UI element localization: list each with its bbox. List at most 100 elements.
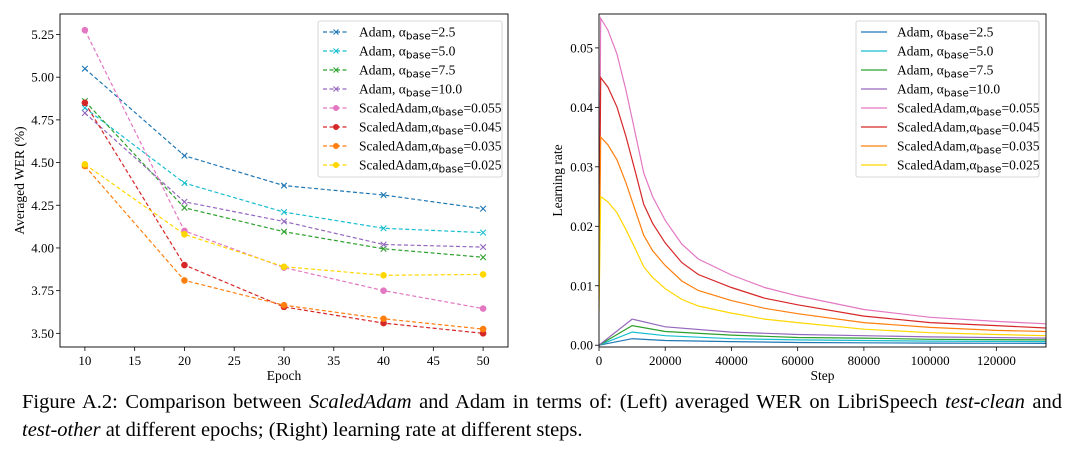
legend-item: Adam, αbase=2.5 bbox=[861, 25, 994, 43]
data-point bbox=[280, 182, 288, 189]
data-point bbox=[280, 263, 288, 271]
y-tick-label: 0.04 bbox=[570, 100, 593, 115]
legend-label-value: =0.035 bbox=[463, 139, 501, 154]
legend-marker bbox=[333, 143, 339, 149]
x-tick-label: 120000 bbox=[977, 353, 1016, 368]
data-point bbox=[380, 225, 387, 232]
series bbox=[81, 109, 487, 251]
x-tick-label: 100000 bbox=[911, 353, 950, 368]
x-tick-label: 0 bbox=[596, 353, 603, 368]
legend-label-subscript: base bbox=[976, 126, 1001, 138]
legend-item: Adam, αbase=2.5 bbox=[323, 25, 456, 43]
caption-italic: test-clean bbox=[945, 391, 1025, 413]
legend-label: Adam, αbase=10.0 bbox=[359, 82, 462, 100]
x-tick-label: 45 bbox=[427, 353, 440, 368]
data-point bbox=[479, 271, 487, 278]
data-point bbox=[380, 241, 387, 248]
data-point bbox=[81, 65, 89, 72]
legend-label-value: =0.025 bbox=[463, 158, 501, 173]
y-tick-label: 5.25 bbox=[31, 27, 54, 42]
caption-italic: ScaledAdam bbox=[309, 391, 412, 413]
legend-label-value: =0.025 bbox=[1001, 158, 1039, 173]
legend-label-subscript: base bbox=[438, 164, 463, 176]
data-point bbox=[380, 191, 387, 199]
legend-label: ScaledAdam,αbase=0.055 bbox=[359, 101, 502, 119]
legend-label-prefix: ScaledAdam,α bbox=[359, 158, 438, 173]
legend-label-value: =0.055 bbox=[1001, 101, 1039, 116]
wer-chart: 10 15 20 25 30 35 40 45 50 3.50 3.75 4.00 4.25 4.50 4.… bbox=[12, 13, 509, 383]
series bbox=[599, 75, 1046, 329]
legend-label-subscript: base bbox=[438, 107, 463, 119]
legend-label-subscript: base bbox=[944, 50, 969, 62]
series bbox=[599, 331, 1046, 346]
data-point bbox=[81, 99, 89, 107]
legend-label-value: =10.0 bbox=[431, 82, 462, 97]
legend-marker bbox=[333, 162, 339, 168]
legend-item: Adam, αbase=7.5 bbox=[323, 63, 456, 81]
data-point bbox=[181, 277, 188, 284]
legend-item: Adam, αbase=7.5 bbox=[861, 63, 994, 81]
y-tick-label: 4.50 bbox=[31, 155, 54, 170]
series bbox=[81, 162, 487, 333]
series bbox=[599, 324, 1046, 346]
legend-label-value: =2.5 bbox=[969, 25, 994, 40]
data-point bbox=[181, 204, 188, 212]
legend-label-subscript: base bbox=[976, 107, 1001, 119]
x-tick-label: 50 bbox=[477, 353, 490, 368]
legend-label-prefix: Adam, α bbox=[897, 44, 944, 59]
legend-label-subscript: base bbox=[406, 88, 431, 100]
legend-item: ScaledAdam,αbase=0.025 bbox=[861, 158, 1040, 176]
y-tick-label: 4.00 bbox=[31, 240, 54, 255]
legend-label-value: =7.5 bbox=[969, 63, 994, 78]
legend-label: Adam, αbase=7.5 bbox=[359, 63, 456, 81]
legend-item: ScaledAdam,αbase=0.055 bbox=[861, 101, 1040, 119]
y-axis-label: Averaged WER (%) bbox=[12, 126, 27, 234]
axes-frame bbox=[598, 13, 1047, 348]
x-tick-label: 80000 bbox=[848, 353, 881, 368]
y-tick-label: 0.01 bbox=[570, 278, 593, 293]
legend-label: ScaledAdam,αbase=0.055 bbox=[897, 101, 1040, 119]
series-line bbox=[599, 331, 1046, 346]
legend-label: ScaledAdam,αbase=0.035 bbox=[359, 139, 502, 157]
legend-box bbox=[317, 20, 503, 178]
legend-label-value: =2.5 bbox=[431, 25, 456, 40]
x-tick-label: 10 bbox=[78, 353, 91, 368]
data-point bbox=[81, 26, 89, 34]
legend-label-prefix: Adam, α bbox=[359, 63, 406, 78]
caption-text: at different epochs; (Right) learning ra… bbox=[100, 419, 583, 441]
x-tick-label: 15 bbox=[128, 353, 141, 368]
legend-item: ScaledAdam,αbase=0.025 bbox=[323, 158, 502, 176]
x-tick-label: 60000 bbox=[781, 353, 814, 368]
legend-item: Adam, αbase=10.0 bbox=[861, 82, 1000, 100]
data-point bbox=[479, 205, 487, 212]
data-point bbox=[280, 228, 288, 235]
data-point bbox=[181, 152, 188, 159]
legend-item: ScaledAdam,αbase=0.045 bbox=[861, 120, 1040, 138]
y-axis-label: Learning rate bbox=[550, 144, 565, 216]
legend-label-subscript: base bbox=[406, 69, 431, 81]
caption-italic: test-other bbox=[22, 419, 101, 441]
legend-label-prefix: ScaledAdam,α bbox=[897, 139, 976, 154]
legend-marker bbox=[333, 48, 339, 54]
legend-marker bbox=[333, 29, 339, 35]
data-point bbox=[479, 243, 487, 251]
legend-item: ScaledAdam,αbase=0.035 bbox=[861, 139, 1040, 157]
legend-item: Adam, αbase=5.0 bbox=[323, 44, 456, 62]
series-line bbox=[599, 338, 1046, 346]
series bbox=[599, 16, 1046, 325]
legend-label-subscript: base bbox=[944, 88, 969, 100]
legend-marker bbox=[333, 67, 339, 73]
x-tick-label: 40000 bbox=[715, 353, 748, 368]
y-tick-label: 4.75 bbox=[31, 112, 54, 127]
legend-item: ScaledAdam,αbase=0.045 bbox=[323, 120, 502, 138]
caption-label: Figure A.2: bbox=[22, 391, 118, 413]
x-tick-label: 35 bbox=[327, 353, 340, 368]
legend-label-value: =0.045 bbox=[463, 120, 501, 135]
legend-label-prefix: Adam, α bbox=[897, 82, 944, 97]
data-point bbox=[280, 218, 288, 225]
legend-box bbox=[855, 20, 1040, 178]
data-point bbox=[181, 230, 188, 238]
legend-item: Adam, αbase=10.0 bbox=[323, 82, 462, 100]
series-line bbox=[599, 324, 1046, 346]
